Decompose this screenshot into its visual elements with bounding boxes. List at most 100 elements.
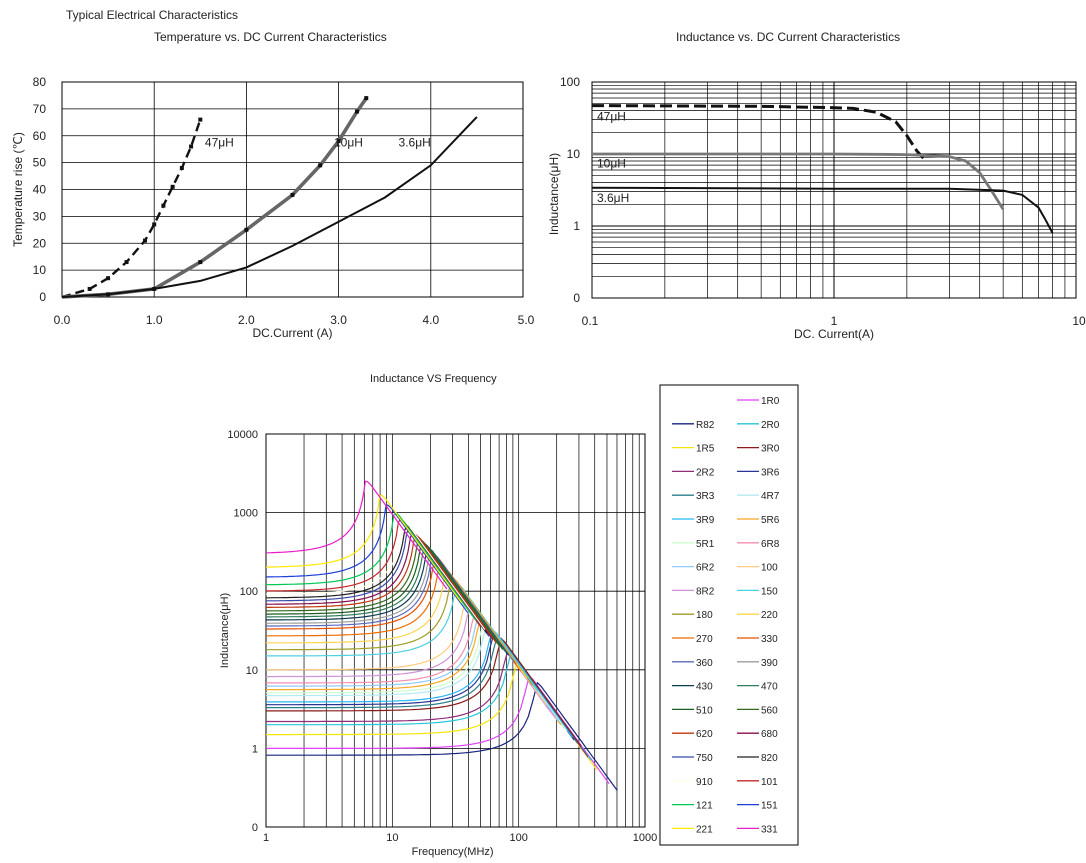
x-tick-label: 3.0 <box>330 313 347 327</box>
x-axis-label: Frequency(MHz) <box>412 846 494 858</box>
legend-label-220: 220 <box>761 610 778 621</box>
y-tick-label: 20 <box>33 236 47 250</box>
y-tick-label: 10 <box>33 263 47 277</box>
y-tick-label: 0 <box>252 822 258 834</box>
series-line-560 <box>266 537 501 647</box>
data-point <box>124 260 129 265</box>
legend-label-6R2: 6R2 <box>696 563 715 574</box>
y-tick-label: 100 <box>560 75 580 89</box>
x-tick-label: 10 <box>386 832 398 844</box>
y-tick-label: 30 <box>33 209 47 223</box>
series-line-R82 <box>266 681 618 791</box>
plot-area <box>265 433 646 828</box>
series-label: 47μH <box>597 110 626 124</box>
legend-label-331: 331 <box>761 824 778 835</box>
y-tick-label: 40 <box>33 183 47 197</box>
legend-label-6R8: 6R8 <box>761 539 780 550</box>
x-tick-label: 1.0 <box>146 313 163 327</box>
legend-label-5R6: 5R6 <box>761 515 780 526</box>
legend-label-1R0: 1R0 <box>761 396 780 407</box>
series-line-221 <box>266 494 463 604</box>
data-point <box>198 260 203 265</box>
legend-label-150: 150 <box>761 586 778 597</box>
y-axis-label: Inductance(μH) <box>547 153 561 235</box>
legend-label-470: 470 <box>761 682 778 693</box>
legend-label-3R9: 3R9 <box>696 515 715 526</box>
data-point <box>244 227 249 232</box>
legend-label-121: 121 <box>696 801 713 812</box>
legend-label-680: 680 <box>761 729 778 740</box>
series-line-151 <box>266 504 469 614</box>
y-tick-label: 80 <box>33 75 47 89</box>
series-label: 47μH <box>205 136 234 150</box>
legend-label-430: 430 <box>696 682 713 693</box>
x-tick-label: 4.0 <box>422 313 439 327</box>
series-line-510 <box>266 540 504 650</box>
chart3-title: Inductance VS Frequency <box>370 373 497 385</box>
legend-label-3R6: 3R6 <box>761 467 780 478</box>
y-axis-label: Inductance(μH) <box>219 593 231 668</box>
x-axis-label: DC.Current (A) <box>252 326 332 340</box>
data-point <box>290 192 295 197</box>
legend-label-8R2: 8R2 <box>696 586 715 597</box>
legend-label-4R7: 4R7 <box>761 491 780 502</box>
legend-label-221: 221 <box>696 824 713 835</box>
y-tick-label: 60 <box>33 129 47 143</box>
legend-label-151: 151 <box>761 801 778 812</box>
x-tick-label: 1 <box>263 832 269 844</box>
series-line-47μH <box>591 104 928 163</box>
series-line-47μH <box>61 119 202 299</box>
data-point <box>152 222 157 227</box>
data-point <box>364 96 369 101</box>
series-line-3R9 <box>266 628 573 738</box>
series-label: 3.6μH <box>399 136 431 150</box>
legend-label-101: 101 <box>761 777 778 788</box>
curves-group <box>266 480 618 791</box>
legend-label-2R2: 2R2 <box>696 467 715 478</box>
legend-label-100: 100 <box>761 563 778 574</box>
x-tick-label: 100 <box>509 832 527 844</box>
data-point <box>336 139 341 144</box>
y-tick-label: 10 <box>567 147 581 161</box>
legend-label-3R3: 3R3 <box>696 491 715 502</box>
x-tick-label: 5.0 <box>518 313 535 327</box>
y-tick-label: 10000 <box>227 429 258 441</box>
y-tick-label: 0 <box>573 291 580 305</box>
series-line-470 <box>266 543 507 653</box>
y-tick-label: 10 <box>246 665 258 677</box>
y-tick-label: 0 <box>39 290 46 304</box>
legend-label-560: 560 <box>761 705 778 716</box>
legend-label-910: 910 <box>696 777 713 788</box>
series-label: 10μH <box>334 136 363 150</box>
chart1-title: Temperature vs. DC Current Characteristi… <box>154 30 387 44</box>
series-line-3R0 <box>266 637 582 747</box>
data-point <box>179 166 184 170</box>
legend-label-R82: R82 <box>696 420 715 431</box>
y-tick-label: 100 <box>240 586 258 598</box>
series-label: 10μH <box>597 157 626 171</box>
data-point <box>142 238 147 243</box>
x-tick-label: 0.0 <box>54 313 71 327</box>
x-tick-label: 0.1 <box>582 314 599 328</box>
legend-label-3R0: 3R0 <box>761 444 780 455</box>
series-label: 3.6μH <box>597 191 629 205</box>
series-line-910 <box>266 521 486 631</box>
legend-frame <box>659 384 799 846</box>
data-point <box>106 276 111 281</box>
x-tick-label: 2.0 <box>238 313 255 327</box>
legend-label-5R1: 5R1 <box>696 539 715 550</box>
y-tick-label: 1000 <box>234 508 258 520</box>
chart-temperature-vs-current: 0 10 20 30 40 50 60 70 80 0.0 1.0 2.0 3.0 4.0 5.0 DC.Cu… <box>11 75 535 340</box>
legend-label-620: 620 <box>696 729 713 740</box>
data-point <box>161 203 166 208</box>
legend-label-390: 390 <box>761 658 778 669</box>
data-point <box>189 144 194 149</box>
series-line-3.6μH <box>61 116 478 298</box>
x-axis-label: DC. Current(A) <box>794 327 874 341</box>
y-tick-label: 1 <box>252 743 258 755</box>
y-tick-label: 70 <box>33 102 47 116</box>
series-line-620 <box>266 534 497 644</box>
y-tick-label: 50 <box>33 156 47 170</box>
legend-label-510: 510 <box>696 705 713 716</box>
